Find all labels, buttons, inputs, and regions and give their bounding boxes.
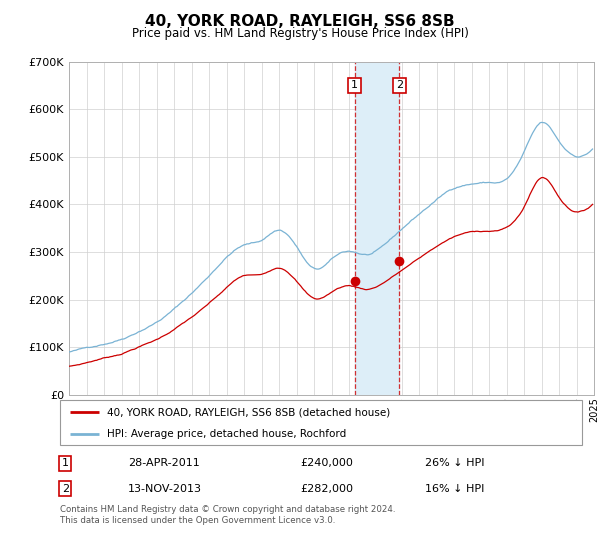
Text: 28-APR-2011: 28-APR-2011 xyxy=(128,459,200,468)
Text: Contains HM Land Registry data © Crown copyright and database right 2024.
This d: Contains HM Land Registry data © Crown c… xyxy=(60,505,395,525)
Text: 2: 2 xyxy=(62,484,69,493)
Text: 16% ↓ HPI: 16% ↓ HPI xyxy=(425,484,485,493)
Text: 40, YORK ROAD, RAYLEIGH, SS6 8SB: 40, YORK ROAD, RAYLEIGH, SS6 8SB xyxy=(145,14,455,29)
Bar xyxy=(355,62,399,395)
Text: HPI: Average price, detached house, Rochford: HPI: Average price, detached house, Roch… xyxy=(107,429,346,439)
Text: £240,000: £240,000 xyxy=(300,459,353,468)
Text: Price paid vs. HM Land Registry's House Price Index (HPI): Price paid vs. HM Land Registry's House … xyxy=(131,27,469,40)
Text: 13-NOV-2013: 13-NOV-2013 xyxy=(128,484,202,493)
Text: £282,000: £282,000 xyxy=(300,484,353,493)
Text: 40, YORK ROAD, RAYLEIGH, SS6 8SB (detached house): 40, YORK ROAD, RAYLEIGH, SS6 8SB (detach… xyxy=(107,408,390,418)
Text: 26% ↓ HPI: 26% ↓ HPI xyxy=(425,459,485,468)
Text: 1: 1 xyxy=(351,81,358,90)
Text: 2: 2 xyxy=(395,81,403,90)
Text: 1: 1 xyxy=(62,459,69,468)
